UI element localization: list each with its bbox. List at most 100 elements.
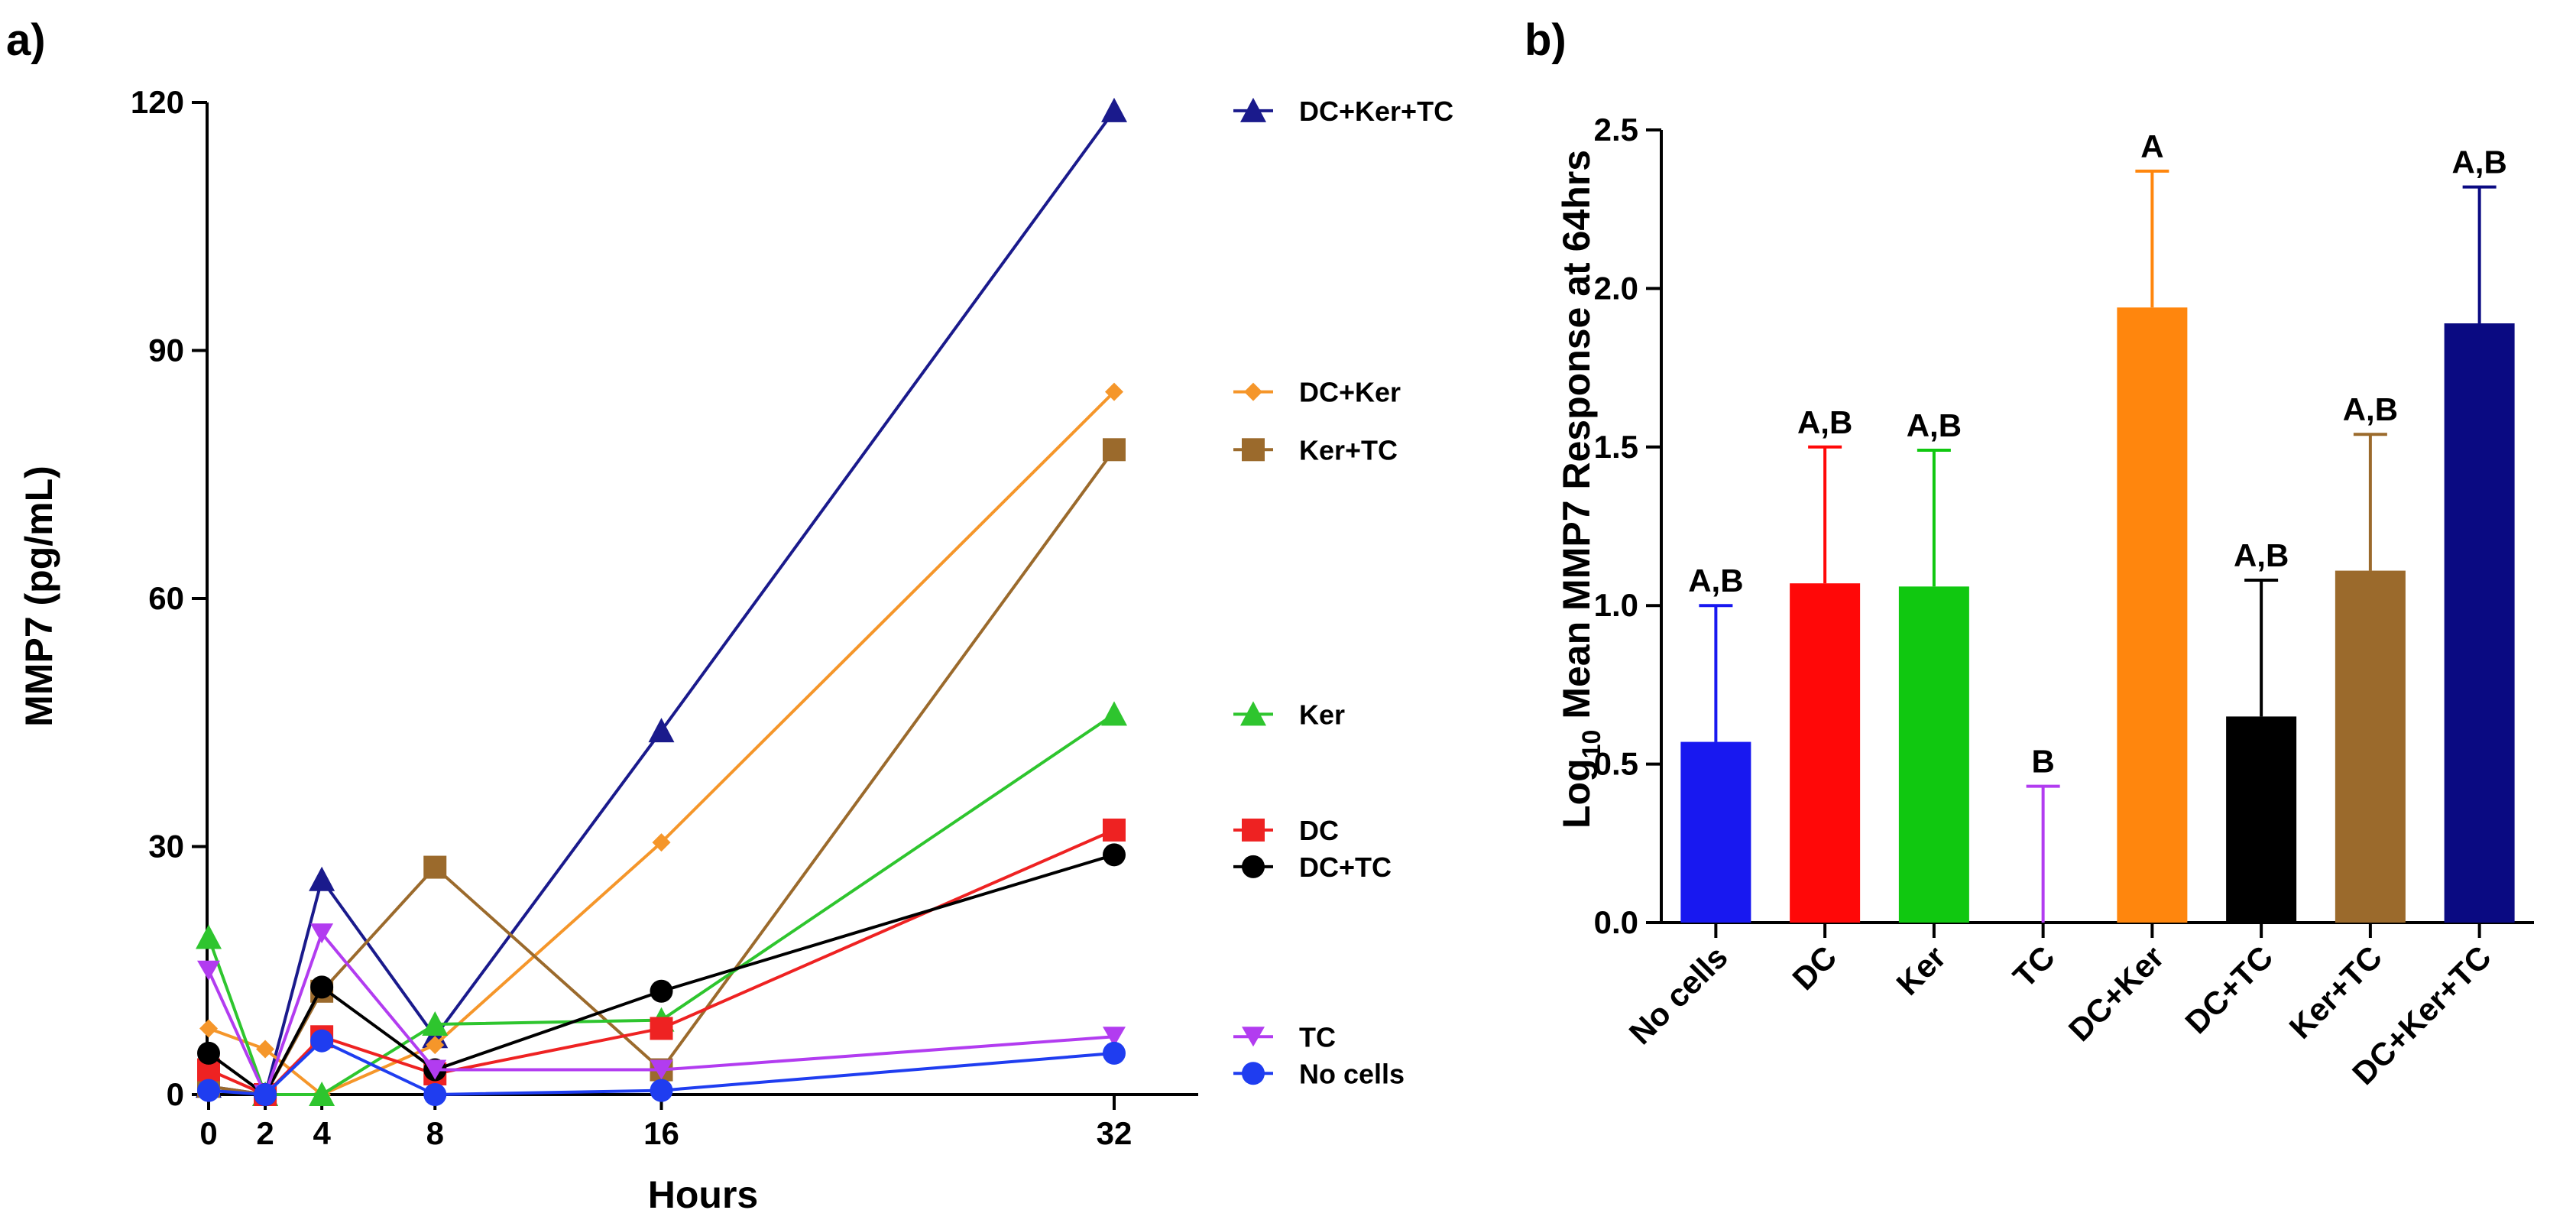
legend-swatch-marker <box>1240 97 1266 122</box>
bar-dc-ker-tc <box>2444 323 2515 923</box>
data-point-dc-ker-tc <box>309 866 335 891</box>
legend-label: No cells <box>1299 1058 1405 1089</box>
data-point-dc-ker <box>199 1019 218 1038</box>
series-line-tc <box>207 932 1115 1096</box>
panel-a-series <box>196 97 1127 1106</box>
data-point-dc-ker-tc <box>648 718 675 743</box>
panel-b-y-tick-label: 2.5 <box>1594 112 1638 148</box>
legend-item-no-cells: No cells <box>1233 1058 1405 1089</box>
panel-b-y-axis-title-prefix: Log <box>1555 758 1598 829</box>
bar-group-tc: B <box>2026 744 2060 923</box>
panel-a-legend: DC+Ker+TC DC+Ker Ker+TC Ker DC DC+TC TC No cell… <box>1233 96 1453 1089</box>
panel-a-x-tick-label: 16 <box>643 1115 679 1151</box>
bar-ker <box>1898 586 1969 923</box>
significance-label-ker: A,B <box>1907 407 1962 443</box>
legend-label: Ker <box>1299 699 1345 730</box>
data-point-no-cells <box>423 1083 447 1106</box>
legend-item-dc-tc: DC+TC <box>1233 852 1392 883</box>
panel-a-y-tick-label: 0 <box>167 1076 184 1112</box>
bar-no-cells <box>1680 741 1751 923</box>
data-point-dc-ker <box>256 1040 275 1059</box>
panel-b-label: b) <box>1525 15 1567 65</box>
panel-a-x-tick-label: 2 <box>256 1115 274 1151</box>
legend-label: TC <box>1299 1021 1336 1053</box>
panel-a-x-tick-label: 8 <box>426 1115 444 1151</box>
bar-group-ker-tc: A,B <box>2335 391 2406 923</box>
bar-dc <box>1790 583 1861 923</box>
series-no-cells <box>197 1029 1126 1106</box>
data-point-dc <box>650 1017 673 1040</box>
panel-b-x-ticks: No cells DC Ker TC DC+Ker DC+TC Ker+TCDC+Ker+T… <box>1622 923 2498 1092</box>
legend-label: DC <box>1299 815 1339 846</box>
panel-a-x-ticks: 0 2 4 8 16 32 <box>199 1095 1132 1151</box>
panel-a-label: a) <box>6 15 46 65</box>
panel-b: b) Log10 Mean MMP7 Response at 64hrs 0.0… <box>1525 15 2534 1092</box>
bar-group-dc-tc: A,B <box>2226 537 2297 923</box>
panel-b-y-tick-label: 0.5 <box>1594 746 1638 782</box>
series-ker-tc <box>197 438 1126 1106</box>
data-point-ker-tc <box>1103 438 1126 462</box>
data-point-dc <box>1103 818 1126 842</box>
significance-label-no-cells: A,B <box>1688 563 1743 599</box>
legend-item-dc: DC <box>1233 815 1339 846</box>
panel-a-x-axis-title: Hours <box>648 1173 758 1216</box>
panel-b-y-axis-title-rest: Mean MMP7 Response at 64hrs <box>1555 150 1598 730</box>
panel-b-x-tick-label: Ker <box>1889 939 1952 1002</box>
bar-ker-tc <box>2335 570 2406 923</box>
bar-group-ker: A,B <box>1898 407 1969 923</box>
panel-a-y-tick-label: 60 <box>148 580 184 616</box>
panel-a-y-tick-label: 120 <box>131 84 184 120</box>
legend-swatch-marker <box>1242 855 1265 878</box>
panel-b-x-tick-label: DC+TC <box>2178 939 2280 1040</box>
panel-b-y-axis-title-subscript: 10 <box>1577 730 1606 759</box>
data-point-tc <box>650 1059 673 1080</box>
panel-b-y-axis-title: Log10 Mean MMP7 Response at 64hrs <box>1555 150 1606 829</box>
legend-swatch-marker <box>1242 1062 1265 1085</box>
panel-b-x-tick-label: TC <box>2006 939 2062 994</box>
legend-item-dc-ker: DC+Ker <box>1233 377 1401 408</box>
legend-item-ker-tc: Ker+TC <box>1233 434 1398 466</box>
significance-label-tc: B <box>2031 744 2054 780</box>
data-point-ker-tc <box>423 855 447 879</box>
panel-b-x-tick-label: No cells <box>1622 939 1735 1051</box>
panel-b-y-tick-label: 1.5 <box>1594 429 1638 465</box>
legend-swatch-marker <box>1240 701 1266 726</box>
significance-label-dc-ker-tc: A,B <box>2451 144 2506 180</box>
significance-label-dc-ker: A <box>2140 128 2163 164</box>
panel-b-bars: A,B A,B A,B B A A,B A,B A,B <box>1680 128 2515 923</box>
data-point-no-cells <box>1103 1041 1126 1065</box>
data-point-dc-ker <box>652 833 671 852</box>
bar-dc-tc <box>2226 716 2297 923</box>
panel-a-y-axis-title: MMP7 (pg/mL) <box>18 466 60 727</box>
data-point-tc <box>423 1059 447 1080</box>
data-point-no-cells <box>650 1079 673 1102</box>
data-point-dc-tc <box>310 975 334 999</box>
bar-group-dc-ker: A <box>2117 128 2188 923</box>
significance-label-ker-tc: A,B <box>2343 391 2398 427</box>
panel-a-y-tick-label: 90 <box>148 333 184 368</box>
panel-a-x-tick-label: 32 <box>1097 1115 1132 1151</box>
legend-label: DC+TC <box>1299 852 1392 883</box>
panel-b-y-ticks: 0.0 0.5 1.0 1.5 2.0 2.5 <box>1594 112 1661 940</box>
legend-swatch-marker <box>1242 1027 1265 1047</box>
bar-group-dc-ker-tc: A,B <box>2444 144 2515 923</box>
data-point-dc-ker-tc <box>1101 97 1127 122</box>
series-line-dc-ker-tc <box>208 109 1116 1096</box>
panel-b-x-tick-label: DC <box>1785 939 1843 997</box>
panel-b-y-tick-label: 1.0 <box>1594 587 1638 623</box>
data-point-tc <box>197 960 220 981</box>
data-point-dc-tc <box>650 979 673 1003</box>
series-line-dc-ker <box>208 391 1116 1096</box>
data-point-dc-ker <box>1105 382 1123 401</box>
data-point-ker <box>196 924 222 949</box>
data-point-dc-tc <box>1103 843 1126 867</box>
data-point-ker <box>1101 701 1127 726</box>
legend-label: DC+Ker+TC <box>1299 96 1453 127</box>
panel-a-x-tick-label: 0 <box>199 1115 217 1151</box>
data-point-no-cells <box>197 1079 220 1102</box>
legend-label: DC+Ker <box>1299 377 1401 408</box>
panel-a-y-ticks: 0 30 60 90 120 <box>131 84 207 1112</box>
data-point-tc <box>1103 1027 1126 1047</box>
data-point-ker <box>422 1011 449 1036</box>
